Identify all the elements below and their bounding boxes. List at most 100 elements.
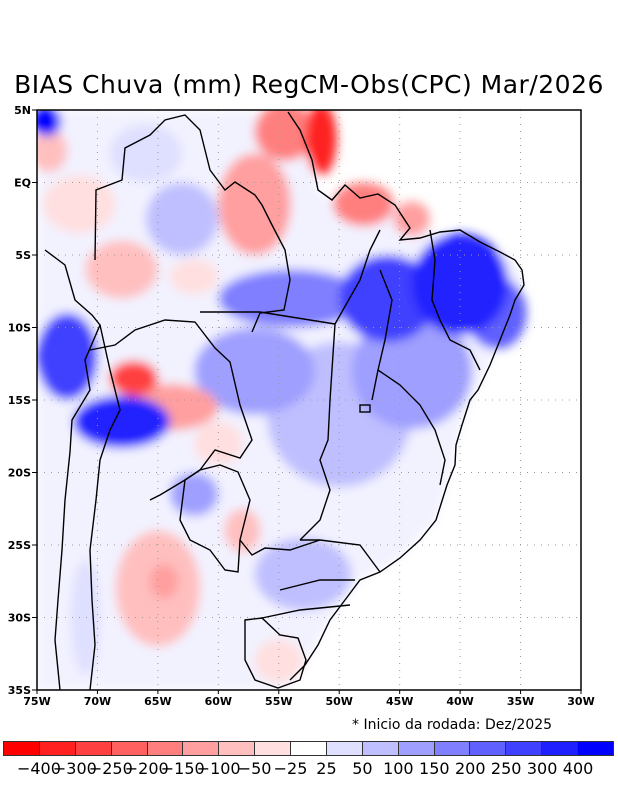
colorbar-label: 250 (490, 759, 522, 778)
bias-patch (218, 153, 291, 255)
colorbar-segment (326, 741, 363, 756)
lon-tick-label: 55W (265, 695, 292, 708)
colorbar-segment (542, 741, 578, 756)
colorbar-segment (434, 741, 471, 756)
colorbar-label: −400 (16, 759, 61, 778)
bias-patch (393, 201, 430, 237)
colorbar-segment (255, 741, 291, 756)
colorbar-label: 200 (454, 759, 486, 778)
colorbar-segment (362, 741, 399, 756)
colorbar-label: 25 (316, 759, 337, 778)
bias-patch (254, 110, 316, 161)
bias-patch (339, 255, 436, 342)
bias-patch (305, 110, 337, 176)
lon-tick-label: 70W (84, 695, 111, 708)
bias-patch (70, 559, 100, 676)
lat-tick-label: 15S (8, 394, 31, 407)
colorbar-segment (578, 741, 614, 756)
colorbar-label: 100 (383, 759, 414, 778)
colorbar-segment (219, 741, 256, 756)
lat-tick-label: 35S (8, 684, 31, 697)
bias-patch (85, 240, 158, 299)
bias-patch (43, 175, 116, 234)
border-paraguay (179, 464, 251, 573)
colorbar-segment (39, 741, 76, 756)
colorbar-segment (111, 741, 148, 756)
colorbar-segment (3, 741, 40, 756)
border-states-8 (261, 604, 351, 619)
bias-field (37, 110, 527, 690)
lat-tick-label: 30S (8, 612, 31, 625)
lon-tick-label: 60W (205, 695, 232, 708)
lat-tick-label: 25S (8, 539, 31, 552)
border-uruguay (244, 617, 307, 689)
bias-patch (73, 395, 170, 448)
colorbar-label: −250 (88, 759, 133, 778)
border-brazil-south (239, 539, 321, 556)
lon-tick-label: 65W (144, 695, 171, 708)
colorbar-label: −50 (237, 759, 272, 778)
border-north (94, 114, 291, 333)
bias-patch (145, 182, 219, 255)
lat-tick-label: 10S (8, 322, 31, 335)
colorbar-segment (506, 741, 543, 756)
colorbar-label: −300 (52, 759, 97, 778)
bias-patch (169, 259, 219, 295)
lon-tick-label: 75W (23, 695, 50, 708)
lat-tick-label: 5S (15, 249, 31, 262)
bias-patch (37, 110, 62, 137)
lon-tick-label: 45W (386, 695, 413, 708)
border-west (44, 249, 101, 690)
bias-patch (194, 421, 243, 466)
bias-patch (169, 472, 219, 516)
lon-tick-label: 50W (325, 695, 352, 708)
border-states-2 (334, 229, 381, 325)
colorbar-segment (183, 741, 220, 756)
gridlines (37, 110, 581, 690)
colorbar-segment (147, 741, 184, 756)
colorbar-labels: −400 −300 −250 −200 −150 −100 −50 −25 25 50 100 150… (0, 759, 618, 779)
colorbar-segment (398, 741, 435, 756)
lon-tick-label: 35W (507, 695, 534, 708)
colorbar-segment (291, 741, 327, 756)
colorbar-label: −150 (160, 759, 205, 778)
colorbar-label: −25 (273, 759, 308, 778)
lon-tick-label: 40W (446, 695, 473, 708)
colorbar-label: 300 (526, 759, 558, 778)
bias-patch (351, 313, 473, 429)
lon-tick-label: 30W (567, 695, 594, 708)
colorbar-label: 50 (352, 759, 373, 778)
bias-patch (149, 563, 179, 599)
bias-patch (109, 124, 183, 183)
border-states-4 (429, 229, 481, 371)
coastline (287, 111, 525, 681)
chart-title: BIAS Chuva (mm) RegCM-Obs(CPC) Mar/2026 (14, 70, 604, 99)
border-states-1 (200, 311, 336, 541)
bias-patch (37, 313, 98, 400)
borders (44, 111, 525, 690)
lat-tick-label: EQ (14, 177, 31, 190)
bias-patch (194, 327, 316, 415)
bias-patch (333, 182, 394, 226)
colorbar-label: −200 (124, 759, 169, 778)
colorbar-segment (75, 741, 112, 756)
lat-tick-label: 5N (14, 104, 31, 117)
bias-patch (37, 128, 68, 173)
bias-patch (218, 269, 364, 328)
colorbar-label: −100 (196, 759, 241, 778)
colorbar-label: 400 (562, 759, 594, 778)
bias-patch (109, 360, 158, 396)
colorbar-label: 150 (419, 759, 450, 778)
border-states-3 (371, 269, 393, 401)
colorbar (3, 741, 614, 756)
colorbar-segment (470, 741, 507, 756)
bias-patch (254, 537, 352, 611)
border-states-7 (279, 579, 355, 591)
border-andes (89, 324, 121, 690)
border-states-6 (300, 539, 381, 573)
border-states-5 (377, 369, 446, 486)
run-start-note: * Inicio da rodada: Dez/2025 (352, 717, 553, 733)
lat-tick-label: 20S (8, 467, 31, 480)
